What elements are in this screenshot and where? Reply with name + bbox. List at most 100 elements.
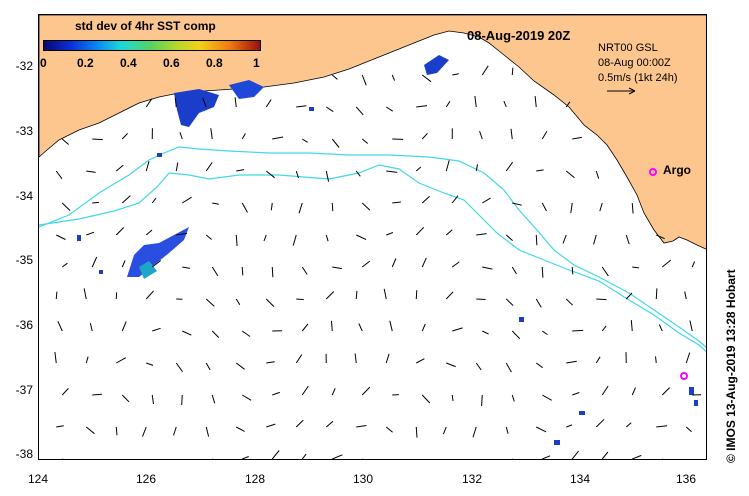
current-vector — [89, 322, 93, 332]
current-vector — [685, 352, 691, 364]
current-vector — [234, 97, 237, 108]
current-vector — [570, 202, 573, 214]
current-vector — [445, 229, 453, 236]
colorbar-tick: 0.8 — [206, 56, 223, 70]
current-vector — [146, 362, 154, 366]
current-vector — [292, 234, 297, 246]
current-vector — [415, 166, 422, 172]
current-vector — [421, 132, 428, 140]
current-vector — [301, 453, 307, 459]
current-vector — [595, 418, 605, 428]
current-vector — [211, 394, 216, 404]
current-vector — [481, 65, 489, 76]
y-tick-label: -33 — [15, 124, 33, 138]
current-vector — [416, 358, 425, 364]
current-vector — [511, 266, 517, 275]
current-vector — [145, 161, 150, 172]
current-vector — [445, 291, 454, 300]
current-vector — [210, 128, 213, 140]
current-vector — [655, 288, 658, 300]
current-vector — [175, 362, 183, 372]
current-vector — [541, 266, 544, 278]
current-vector — [145, 229, 153, 236]
current-vector — [298, 202, 303, 214]
y-tick-label: -37 — [15, 383, 33, 397]
current-vector — [272, 391, 280, 396]
current-vector — [181, 394, 183, 406]
current-vector — [325, 106, 334, 113]
current-vector — [361, 386, 371, 396]
colorbar-title: std dev of 4hr SST comp — [75, 19, 216, 33]
colorbar — [43, 40, 261, 51]
current-vectors — [54, 65, 702, 459]
current-vector — [542, 455, 551, 459]
current-vector — [85, 426, 95, 435]
current-vector — [542, 394, 552, 401]
current-vector — [601, 385, 609, 396]
current-vector — [61, 202, 71, 211]
current-vector — [566, 424, 573, 428]
map-plot-area — [38, 14, 707, 460]
current-vector — [235, 234, 238, 246]
current-vector — [301, 323, 309, 332]
current-vector — [535, 234, 538, 246]
current-vector — [92, 393, 102, 396]
current-vector — [331, 138, 340, 148]
colorbar-tick: 0.6 — [163, 56, 180, 70]
current-vector — [475, 362, 482, 371]
current-vector — [175, 162, 179, 172]
current-vector — [301, 138, 308, 143]
sst-anomaly-patches — [77, 55, 698, 445]
current-vector — [356, 234, 367, 241]
current-vector — [541, 131, 548, 140]
current-vector — [354, 353, 357, 364]
current-vector — [421, 323, 426, 332]
current-vector — [331, 388, 336, 396]
current-vector — [631, 387, 636, 396]
current-vector — [121, 133, 128, 140]
current-vector — [205, 234, 212, 240]
current-vector — [145, 98, 153, 108]
current-vector — [472, 426, 477, 438]
current-vector — [83, 288, 87, 300]
y-tick-label: -35 — [15, 253, 33, 267]
current-vector — [474, 96, 477, 108]
current-vector — [296, 105, 307, 108]
current-vector — [451, 261, 460, 268]
current-vector — [479, 130, 483, 140]
current-vector — [535, 362, 543, 369]
current-vector — [505, 426, 509, 434]
y-tick-label: -38 — [15, 447, 33, 461]
current-vector — [355, 170, 361, 177]
current-vector — [121, 260, 126, 268]
current-vector — [512, 458, 514, 459]
current-vector — [270, 202, 273, 211]
current-vector — [176, 232, 188, 236]
current-vector — [91, 256, 98, 268]
current-vector — [115, 164, 124, 172]
colorbar-tick: 0.2 — [77, 56, 94, 70]
current-vector — [263, 234, 267, 242]
current-vector — [272, 136, 284, 140]
current-vector — [241, 133, 246, 140]
current-vector — [631, 202, 634, 214]
current-vector — [61, 262, 68, 268]
current-vector — [511, 330, 521, 340]
current-vector — [512, 202, 522, 206]
current-vector — [661, 259, 672, 268]
current-vector — [661, 387, 670, 396]
current-vector — [386, 170, 398, 173]
current-vector — [266, 423, 276, 428]
current-vector — [656, 425, 668, 428]
current-vector — [55, 170, 63, 180]
current-vector — [601, 266, 609, 277]
current-vector — [115, 426, 118, 436]
current-vector — [541, 202, 547, 212]
current-vector — [421, 394, 431, 404]
current-vector — [565, 298, 574, 306]
current-vector — [296, 298, 304, 301]
y-tick-label: -34 — [15, 189, 33, 203]
current-vector — [332, 454, 343, 459]
x-tick-label: 136 — [675, 472, 697, 486]
current-vector — [385, 106, 394, 112]
